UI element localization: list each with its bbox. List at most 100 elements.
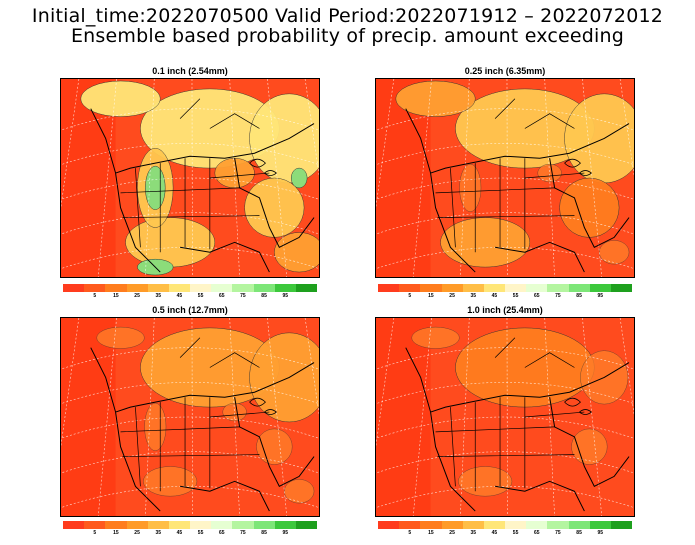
colorbar-tick-label: 15 [428,293,434,299]
colorbar-tick-label: 85 [576,530,582,536]
colorbar-tick-label: 75 [555,530,561,536]
colorbar-swatch [253,284,275,292]
colorbar-tick-label: 5 [93,530,97,536]
colorbar-labels-0.25-inch: 5 15 25 35 45 55 65 75 85 95 [378,293,632,301]
colorbar-0.5-inch [63,521,318,529]
colorbar-tick-label: 85 [261,530,267,536]
colorbar-tick-label: 45 [491,530,498,536]
colorbar-tick-label: 55 [512,530,519,536]
colorbar-swatch [378,521,400,529]
map-panel-0.1-inch [60,78,320,278]
colorbar-swatch [295,521,318,529]
colorbar-swatch [420,284,442,292]
colorbar-swatch [378,284,400,292]
colorbar-swatch [526,284,548,292]
colorbar-swatch [63,284,85,292]
colorbar-tick-label: 75 [240,293,246,299]
colorbar-labels-0.5-inch: 5 15 25 35 45 55 65 75 85 95 [63,530,317,538]
colorbar-swatch [505,521,527,529]
colorbar-tick-label: 95 [597,293,604,299]
colorbar-swatch [399,284,421,292]
colorbar-swatch [105,521,127,529]
colorbar-labels-1.0-inch: 5 15 25 35 45 55 65 75 85 95 [378,530,632,538]
colorbar-swatch [526,521,548,529]
colorbar-swatch [126,284,148,292]
colorbar-swatch [274,284,296,292]
colorbar-swatch [168,284,191,292]
colorbar-tick-label: 25 [449,530,455,536]
colorbar-swatch [568,284,590,292]
colorbar-tick-label: 25 [134,530,140,536]
colorbar-swatch [84,521,106,529]
colorbar-tick-label: 55 [197,530,204,536]
map-panel-1.0-inch [375,317,635,517]
colorbar-swatch [295,284,318,292]
colorbar-swatch [211,521,233,529]
colorbar-tick-label: 25 [449,293,455,299]
colorbar-tick-label: 5 [408,293,412,299]
colorbar-swatch [126,521,148,529]
colorbar-tick-label: 65 [533,530,540,536]
colorbar-tick-label: 15 [113,293,119,299]
colorbar-swatch [462,284,484,292]
colorbar-swatch [610,521,633,529]
colorbar-labels-0.1-inch: 5 15 25 35 45 55 65 75 85 95 [63,293,317,301]
colorbar-swatch [420,521,442,529]
colorbar-swatch [589,284,611,292]
colorbar-tick-label: 55 [512,293,519,299]
colorbar-tick-label: 5 [93,293,97,299]
colorbar-tick-label: 95 [282,293,289,299]
colorbar-swatch [232,284,254,292]
colorbar-swatch [211,284,233,292]
colorbar-tick-label: 65 [218,293,225,299]
colorbar-tick-label: 55 [197,293,204,299]
colorbar-swatch [105,284,127,292]
colorbar-swatch [483,521,506,529]
header-title-line2: Ensemble based probability of precip. am… [70,25,625,47]
colorbar-swatch [84,284,106,292]
colorbar-swatch [462,521,484,529]
colorbar-swatch [441,521,463,529]
colorbar-swatch [190,284,212,292]
colorbar-tick-label: 75 [555,293,561,299]
panel-title-0.1-inch: 0.1 inch (2.54mm) [152,66,228,76]
colorbar-tick-label: 25 [134,293,140,299]
map-panel-0.5-inch [60,317,320,517]
colorbar-swatch [589,521,611,529]
colorbar-tick-label: 45 [176,293,183,299]
panel-title-0.5-inch: 0.5 inch (12.7mm) [152,305,228,315]
colorbar-swatch [274,521,296,529]
colorbar-swatch [547,521,569,529]
colorbar-swatch [399,521,421,529]
colorbar-swatch [253,521,275,529]
map-panel-0.25-inch [375,78,635,278]
colorbar-tick-label: 85 [261,293,267,299]
colorbar-tick-label: 45 [491,293,498,299]
colorbar-tick-label: 65 [533,293,540,299]
colorbar-tick-label: 65 [218,530,225,536]
colorbar-swatch [147,284,169,292]
colorbar-tick-label: 75 [240,530,246,536]
colorbar-tick-label: 95 [597,530,604,536]
colorbar-swatch [505,284,527,292]
colorbar-swatch [190,521,212,529]
panel-title-1.0-inch: 1.0 inch (25.4mm) [467,305,543,315]
colorbar-tick-label: 15 [428,530,434,536]
colorbar-tick-label: 35 [155,293,162,299]
colorbar-swatch [610,284,633,292]
colorbar-tick-label: 5 [408,530,412,536]
colorbar-0.25-inch [378,284,633,292]
colorbar-swatch [63,521,85,529]
colorbar-tick-label: 15 [113,530,119,536]
colorbar-tick-label: 95 [282,530,289,536]
header-title-line1: Initial_time:2022070500 Valid Period:202… [31,5,664,27]
colorbar-swatch [441,284,463,292]
colorbar-swatch [232,521,254,529]
colorbar-tick-label: 35 [155,530,162,536]
colorbar-swatch [168,521,191,529]
panel-title-0.25-inch: 0.25 inch (6.35mm) [464,66,546,76]
colorbar-tick-label: 35 [470,293,477,299]
colorbar-tick-label: 45 [176,530,183,536]
colorbar-tick-label: 85 [576,293,582,299]
colorbar-swatch [483,284,506,292]
